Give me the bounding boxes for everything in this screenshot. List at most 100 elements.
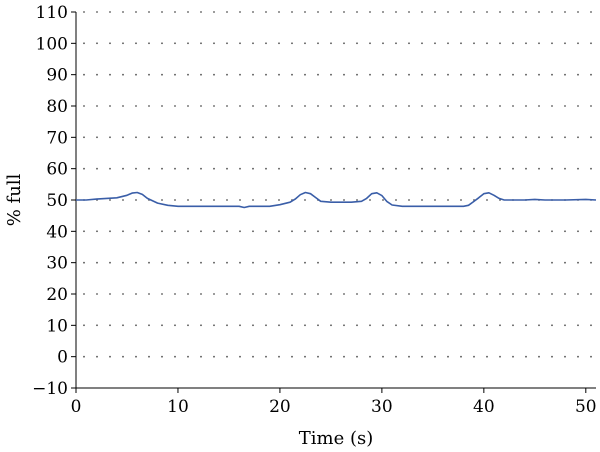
grid-dot	[200, 11, 202, 13]
grid-dot	[486, 42, 488, 45]
grid-dot	[356, 167, 358, 170]
x-tick-label: 40	[473, 397, 495, 417]
grid-dot	[473, 105, 475, 107]
grid-dot	[486, 73, 488, 76]
grid-dot	[161, 167, 163, 170]
grid-dot	[291, 73, 293, 76]
grid-dot	[135, 261, 137, 264]
grid-dot	[447, 230, 449, 233]
grid-dot	[499, 136, 501, 139]
grid-dot	[96, 261, 98, 264]
grid-dot	[200, 261, 202, 264]
grid-dot	[382, 42, 384, 45]
grid-dot	[174, 11, 176, 13]
grid-dot	[330, 42, 332, 45]
grid-dot	[252, 42, 254, 45]
grid-dot	[577, 230, 579, 233]
grid-dot	[473, 73, 475, 76]
y-tick-label: 60	[46, 160, 68, 180]
grid-dot	[356, 105, 358, 107]
grid-dot	[148, 324, 150, 327]
grid-dot	[96, 11, 98, 13]
grid-dot	[512, 42, 514, 45]
grid-dot	[187, 199, 189, 201]
grid-dot	[577, 73, 579, 76]
grid-dot	[83, 73, 85, 76]
grid-dot	[486, 324, 488, 327]
grid-dot	[382, 261, 384, 264]
grid-dot	[434, 136, 436, 139]
grid-dot	[447, 167, 449, 170]
grid-dot	[304, 11, 306, 13]
grid-dot	[161, 136, 163, 139]
grid-dot	[330, 199, 332, 201]
grid-dot	[369, 73, 371, 76]
grid-dot	[291, 105, 293, 107]
grid-dot	[317, 230, 319, 233]
grid-dot	[408, 42, 410, 45]
grid-dot	[356, 261, 358, 264]
grid-dot	[200, 324, 202, 327]
x-tick-label: 0	[71, 397, 82, 417]
grid-dot	[161, 230, 163, 233]
grid-dot	[200, 105, 202, 107]
grid-dot	[577, 105, 579, 107]
grid-dot	[200, 293, 202, 295]
grid-dot	[395, 230, 397, 233]
grid-dot	[590, 355, 592, 358]
grid-dot	[83, 136, 85, 139]
grid-dot	[174, 105, 176, 107]
grid-dot	[265, 105, 267, 107]
grid-dot	[551, 42, 553, 45]
grid-dot	[408, 105, 410, 107]
grid-dot	[577, 167, 579, 170]
grid-dot	[512, 261, 514, 264]
grid-dot	[512, 355, 514, 358]
grid-dot	[161, 73, 163, 76]
grid-dot	[434, 167, 436, 170]
grid-dot	[96, 293, 98, 295]
grid-dot	[291, 293, 293, 295]
grid-dot	[213, 42, 215, 45]
grid-dot	[473, 136, 475, 139]
grid-dot	[109, 136, 111, 139]
grid-dot	[252, 293, 254, 295]
grid-dot	[460, 73, 462, 76]
grid-dot	[538, 42, 540, 45]
grid-dot	[421, 167, 423, 170]
grid-dot	[460, 167, 462, 170]
grid-dot	[564, 73, 566, 76]
grid-dot	[564, 167, 566, 170]
grid-dot	[96, 73, 98, 76]
grid-dot	[330, 73, 332, 76]
grid-dot	[174, 42, 176, 45]
grid-dot	[226, 199, 228, 201]
grid-dot	[239, 11, 241, 13]
grid-dot	[83, 230, 85, 233]
grid-dot	[564, 105, 566, 107]
grid-dot	[278, 42, 280, 45]
grid-dot	[447, 293, 449, 295]
x-axis-title: Time (s)	[299, 428, 374, 449]
grid-dot	[330, 167, 332, 170]
grid-dot	[356, 324, 358, 327]
grid-dot	[564, 293, 566, 295]
grid-dot	[421, 261, 423, 264]
grid-dot	[590, 324, 592, 327]
grid-dot	[252, 11, 254, 13]
grid-dot	[239, 199, 241, 201]
grid-dot	[382, 230, 384, 233]
grid-dot	[109, 42, 111, 45]
grid-dot	[434, 230, 436, 233]
grid-dot	[109, 261, 111, 264]
grid-dot	[265, 324, 267, 327]
grid-dot	[200, 355, 202, 358]
grid-dot	[421, 355, 423, 358]
grid-dot	[460, 136, 462, 139]
grid-dot	[499, 105, 501, 107]
grid-dot	[525, 324, 527, 327]
grid-dot	[96, 136, 98, 139]
grid-dot	[304, 324, 306, 327]
grid-dot	[460, 199, 462, 201]
grid-dot	[525, 167, 527, 170]
